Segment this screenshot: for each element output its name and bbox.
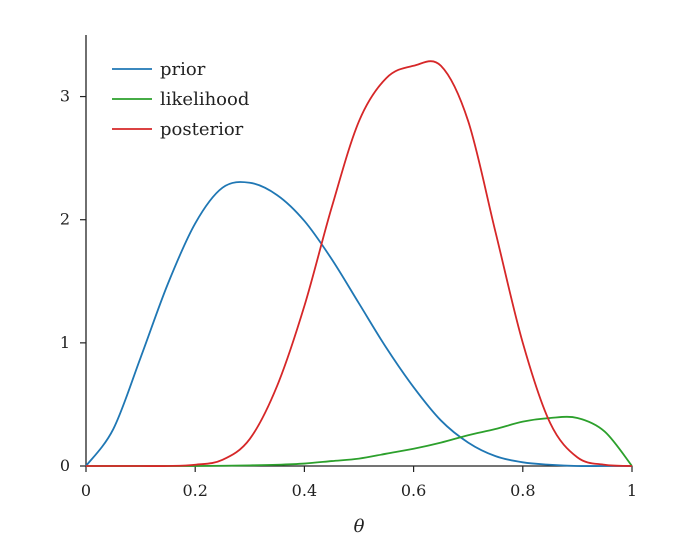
- y-tick-label: 0: [60, 456, 70, 475]
- x-tick-label: 0: [81, 481, 91, 500]
- x-tick-label: 0.8: [510, 481, 535, 500]
- series-layer: [85, 60, 633, 467]
- legend-label-posterior: posterior: [160, 119, 244, 140]
- x-ticks: 0 0.2 0.4 0.6 0.8 1: [81, 466, 637, 500]
- series-line-posterior: [86, 60, 633, 467]
- legend: prior likelihood posterior: [112, 59, 249, 140]
- legend-label-prior: prior: [160, 59, 206, 80]
- y-tick-label: 2: [60, 210, 70, 229]
- legend-label-likelihood: likelihood: [160, 89, 249, 110]
- y-tick-label: 1: [60, 333, 70, 352]
- x-axis-label: θ: [354, 516, 365, 537]
- series-line-prior: [85, 181, 632, 467]
- x-tick-label: 1: [627, 481, 637, 500]
- y-tick-label: 3: [60, 87, 70, 106]
- x-tick-label: 0.6: [401, 481, 426, 500]
- x-tick-label: 0.2: [182, 481, 207, 500]
- x-tick-label: 0.4: [292, 481, 317, 500]
- y-ticks: 0 1 2 3: [60, 87, 86, 475]
